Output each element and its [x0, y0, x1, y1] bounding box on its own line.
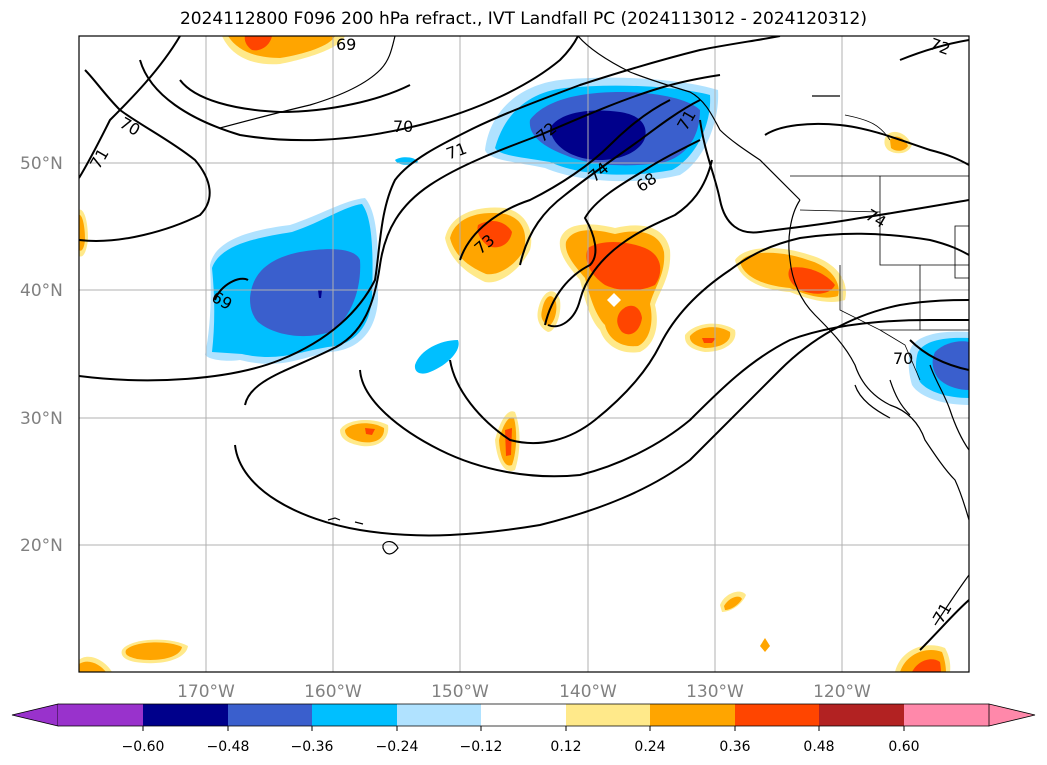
map-frame	[78, 35, 970, 673]
coastlines	[219, 36, 969, 626]
colorbar-tick-label: 0.12	[550, 739, 581, 755]
colorbar-extend-low	[11, 703, 59, 727]
borders	[790, 114, 969, 381]
lat-label: 40°N	[20, 281, 63, 301]
lon-label: 120°W	[813, 682, 871, 702]
colorbar-tick-label: 0.60	[888, 739, 919, 755]
colorbar: −0.60 −0.48 −0.36 −0.24 −0.12 0.12 0.24 …	[11, 703, 1036, 755]
colorbar-tick-label: −0.60	[122, 739, 165, 755]
colorbar-segment	[904, 704, 989, 726]
contour-label: 70	[893, 349, 913, 368]
colorbar-segment	[228, 704, 312, 726]
contour-label: 72	[927, 34, 953, 59]
colorbar-extend-high	[988, 703, 1036, 727]
lat-label: 30°N	[20, 409, 63, 429]
gridlines	[79, 36, 969, 672]
colorbar-segment	[481, 704, 566, 726]
colorbar-tick-label: 0.48	[803, 739, 834, 755]
colorbar-tick-label: −0.24	[376, 739, 419, 755]
lon-label: 130°W	[686, 682, 744, 702]
colorbar-segment	[58, 704, 143, 726]
lon-label: 150°W	[431, 682, 489, 702]
contour-lines	[79, 36, 969, 651]
lat-label: 50°N	[20, 154, 63, 174]
colorbar-segment	[312, 704, 397, 726]
colorbar-segment	[650, 704, 735, 726]
lat-label: 20°N	[20, 536, 63, 556]
lon-label: 160°W	[304, 682, 362, 702]
map-panel: 69 70 71 72 73 74 68 69 70 71 72 71 74 7…	[79, 34, 969, 672]
lon-label: 140°W	[559, 682, 617, 702]
filled-contours	[79, 36, 969, 672]
contour-label: 70	[393, 117, 413, 136]
colorbar-tick-label: −0.36	[291, 739, 334, 755]
colorbar-segment	[819, 704, 904, 726]
colorbar-segment	[143, 704, 228, 726]
colorbar-segment	[397, 704, 481, 726]
colorbar-tick-label: 0.36	[719, 739, 750, 755]
colorbar-segment	[566, 704, 650, 726]
contour-label: 69	[336, 35, 356, 54]
colorbar-segment	[735, 704, 819, 726]
latitude-labels: 50°N 40°N 30°N 20°N	[20, 154, 63, 556]
plot-title: 2024112800 F096 200 hPa refract., IVT La…	[179, 9, 867, 29]
colorbar-ticks	[142, 726, 905, 731]
colorbar-tick-label: −0.48	[207, 739, 250, 755]
lon-label: 170°W	[177, 682, 235, 702]
colorbar-tick-label: −0.12	[460, 739, 503, 755]
longitude-labels: 170°W 160°W 150°W 140°W 130°W 120°W	[177, 682, 871, 702]
colorbar-tick-label: 0.24	[634, 739, 665, 755]
